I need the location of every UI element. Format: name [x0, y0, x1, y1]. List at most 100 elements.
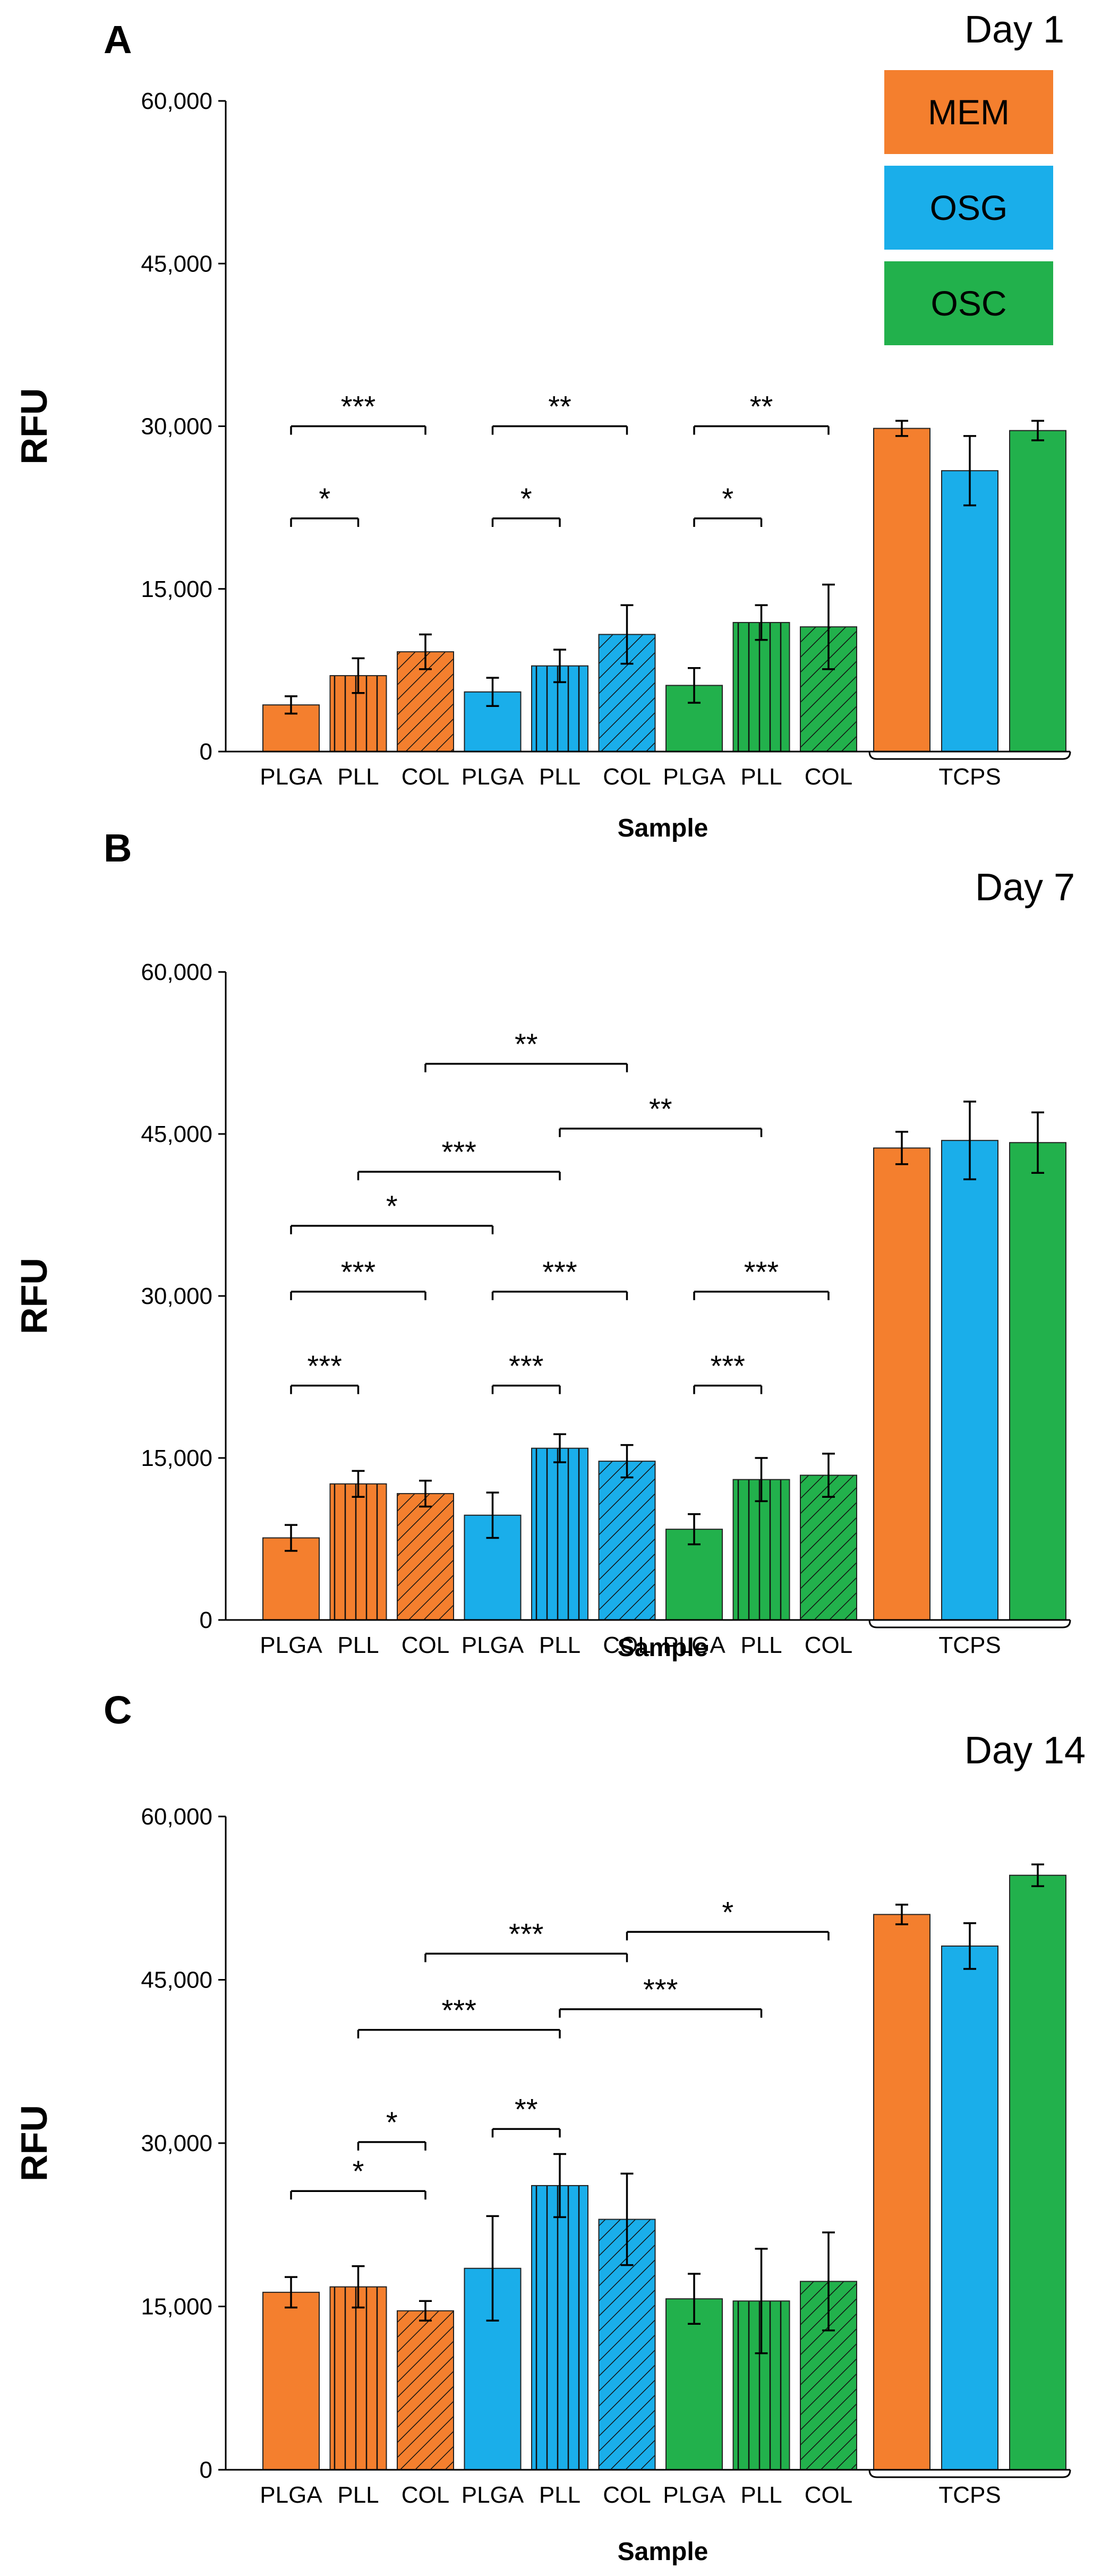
day-title: Day 7: [975, 866, 1075, 909]
y-tick-label: 60,000: [141, 959, 212, 985]
y-tick-label: 60,000: [141, 1804, 212, 1830]
bar: [732, 622, 790, 752]
significance-label: ***: [341, 1255, 375, 1289]
bar: [732, 1479, 790, 1621]
x-tick-label: PLL: [539, 764, 580, 790]
y-axis-title: RFU: [13, 388, 55, 465]
significance-label: ***: [744, 1255, 779, 1289]
x-tick-label: PLL: [337, 2482, 379, 2508]
y-tick-label: 45,000: [141, 1121, 212, 1147]
bar: [397, 1493, 454, 1621]
y-tick-label: 15,000: [141, 576, 212, 602]
significance-label: *: [386, 1189, 398, 1223]
x-tick-label: PLGA: [462, 2482, 524, 2508]
significance-label: ***: [542, 1255, 577, 1289]
bar: [329, 1483, 387, 1621]
significance-label: **: [515, 1027, 538, 1061]
legend-label: OSG: [930, 188, 1008, 227]
significance-label: ***: [442, 1135, 476, 1168]
x-tick-label: PLL: [740, 2482, 782, 2508]
y-tick-label: 0: [200, 1607, 212, 1633]
significance-label: ***: [643, 1973, 678, 2006]
tcps-bracket: [868, 751, 1071, 760]
x-tick-label: COL: [805, 2482, 852, 2508]
y-tick-label: 60,000: [141, 88, 212, 114]
tcps-bracket: [868, 1619, 1071, 1628]
legend-swatch: [884, 261, 1053, 345]
x-axis-title: Sample: [618, 1634, 708, 1662]
y-axis-title: RFU: [13, 2105, 55, 2181]
bar: [397, 2310, 454, 2471]
tcps-label: TCPS: [938, 1632, 1001, 1658]
x-tick-label: PLGA: [260, 2482, 322, 2508]
y-tick-label: 45,000: [141, 251, 212, 277]
y-tick-label: 30,000: [141, 1283, 212, 1309]
bar: [329, 2286, 387, 2471]
significance-label: *: [319, 482, 330, 515]
bar: [941, 1140, 998, 1620]
bar: [941, 470, 998, 752]
x-tick-label: COL: [805, 764, 852, 790]
panel-label: A: [104, 18, 132, 62]
x-tick-label: COL: [402, 1632, 449, 1658]
y-tick-label: 30,000: [141, 2130, 212, 2156]
panel-a: A Day 1 RFU 0 15,000 30,000 45,000 60,000 PLGA PL…: [13, 8, 1071, 842]
significance-label: ***: [509, 1917, 543, 1950]
panel-b: B Day 7 RFU 0 15,000 30,000 45,000 60,000 PLGA PL…: [13, 826, 1075, 1662]
y-tick-label: 45,000: [141, 1967, 212, 1993]
significance-label: **: [548, 390, 571, 423]
tcps-label: TCPS: [938, 2482, 1001, 2508]
significance-label: *: [520, 482, 532, 515]
x-axis-title: Sample: [618, 2538, 708, 2566]
significance-label: **: [649, 1092, 672, 1125]
bar: [1009, 1142, 1066, 1620]
x-tick-label: PLGA: [663, 764, 725, 790]
bar: [873, 1914, 930, 2470]
tcps-label: TCPS: [938, 764, 1001, 790]
day-title: Day 1: [964, 8, 1064, 51]
bar: [800, 1474, 857, 1621]
bar: [1009, 430, 1066, 752]
day-title: Day 14: [964, 1729, 1086, 1772]
y-tick-label: 15,000: [141, 2294, 212, 2320]
significance-label: *: [722, 482, 733, 515]
y-tick-label: 0: [200, 739, 212, 765]
y-tick-label: 30,000: [141, 414, 212, 440]
legend-label: MEM: [928, 92, 1010, 132]
significance-label: *: [353, 2154, 364, 2188]
x-tick-label: PLGA: [260, 764, 322, 790]
panel-label: B: [104, 826, 132, 870]
x-tick-label: PLGA: [663, 1632, 725, 1658]
bar: [531, 2185, 588, 2471]
bar: [598, 1461, 656, 1621]
y-axis-title: RFU: [13, 1258, 55, 1334]
legend-swatch: [884, 70, 1053, 154]
x-tick-label: PLGA: [260, 1632, 322, 1658]
significance-label: ***: [341, 390, 375, 423]
legend-label: OSC: [930, 284, 1006, 323]
x-tick-label: PLGA: [663, 2482, 725, 2508]
significance-label: ***: [509, 1349, 543, 1383]
bar: [873, 428, 930, 752]
bar: [262, 2291, 320, 2471]
tcps-bracket: [868, 2469, 1071, 2478]
x-tick-label: PLL: [337, 764, 379, 790]
x-tick-label: PLL: [539, 1632, 580, 1658]
x-tick-label: PLGA: [462, 1632, 524, 1658]
x-tick-label: COL: [603, 764, 651, 790]
significance-label: ***: [308, 1349, 342, 1383]
x-axis-title: Sample: [618, 814, 708, 842]
bar: [873, 1147, 930, 1620]
x-tick-label: PLL: [337, 1632, 379, 1658]
legend-swatch: [884, 166, 1053, 250]
x-tick-label: COL: [402, 2482, 449, 2508]
significance-label: *: [386, 2105, 398, 2139]
x-tick-label: COL: [805, 1632, 852, 1658]
y-tick-label: 15,000: [141, 1445, 212, 1471]
x-tick-label: COL: [402, 764, 449, 790]
significance-label: ***: [711, 1349, 745, 1383]
bar: [941, 1945, 998, 2470]
significance-label: ***: [442, 1993, 476, 2027]
x-tick-label: PLL: [740, 764, 782, 790]
